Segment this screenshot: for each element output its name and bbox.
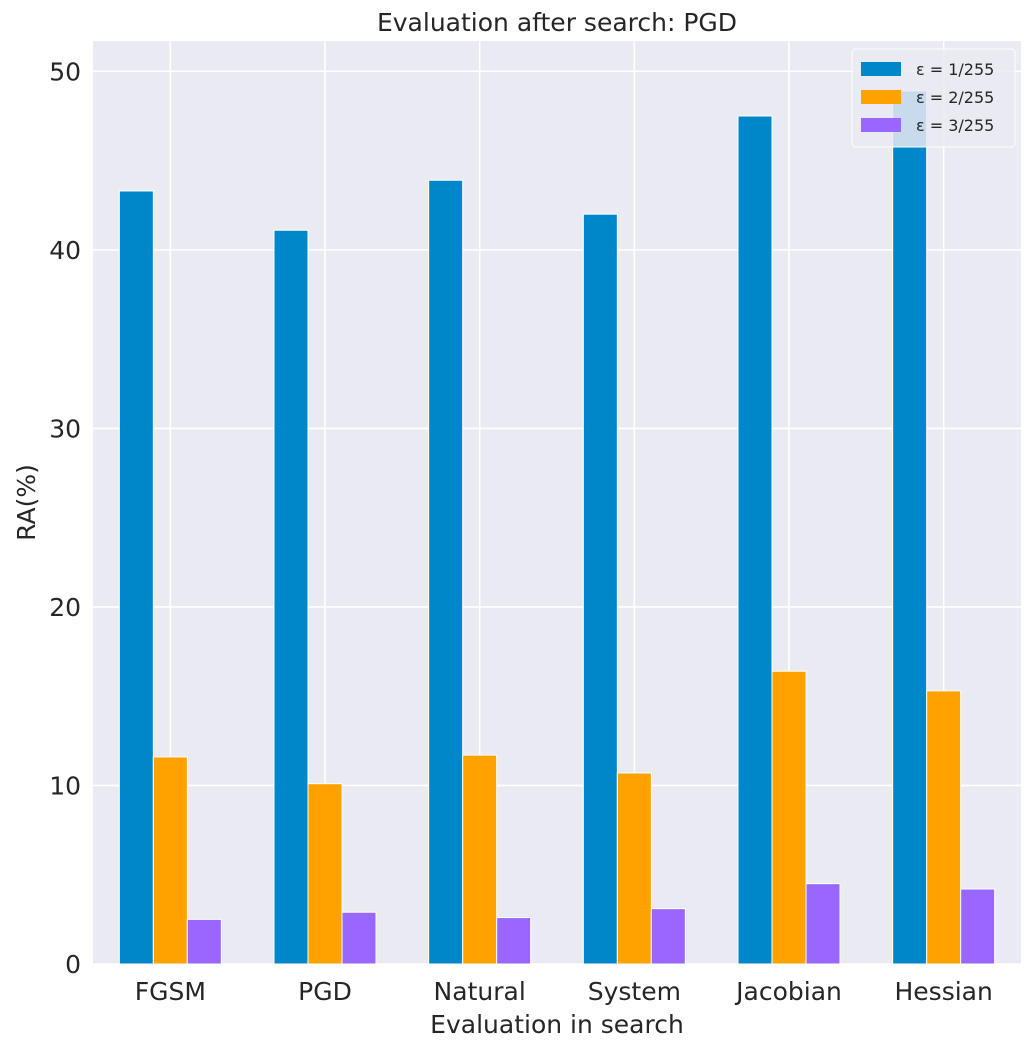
plot-area xyxy=(93,41,1021,964)
bar-system-series-3 xyxy=(650,908,686,965)
x-axis-ticks: FGSM PGD Natural System Jacobian Hessian xyxy=(135,977,993,1006)
y-tick-label: 20 xyxy=(49,593,81,622)
bar-pgd-series-3 xyxy=(341,911,377,965)
legend-swatch xyxy=(861,90,901,104)
bars xyxy=(118,90,996,965)
y-axis-ticks: 0 10 20 30 40 50 xyxy=(49,57,81,979)
bar-hessian-series-2 xyxy=(926,690,962,965)
bar-jacobian-series-2 xyxy=(771,670,807,965)
y-axis-label: RA(%) xyxy=(12,464,41,541)
legend-label: ε = 2/255 xyxy=(916,88,994,107)
bar-natural-series-3 xyxy=(496,917,532,965)
bar-system-series-2 xyxy=(616,772,652,965)
bar-pgd-series-2 xyxy=(307,783,343,965)
x-tick-label: PGD xyxy=(298,977,352,1006)
legend-label: ε = 3/255 xyxy=(916,116,994,135)
x-tick-label: Jacobian xyxy=(734,977,842,1006)
x-tick-label: Natural xyxy=(434,977,526,1006)
bar-fgsm-series-3 xyxy=(186,918,222,965)
x-tick-label: FGSM xyxy=(135,977,206,1006)
legend-swatch xyxy=(861,118,901,132)
legend-swatch xyxy=(861,62,901,76)
y-tick-label: 50 xyxy=(49,57,81,86)
bar-jacobian-series-1 xyxy=(737,115,773,965)
y-tick-label: 30 xyxy=(49,414,81,443)
y-tick-label: 0 xyxy=(65,950,81,979)
chart-title: Evaluation after search: PGD xyxy=(377,8,737,37)
bar-hessian-series-1 xyxy=(892,90,928,965)
bar-fgsm-series-2 xyxy=(152,756,188,965)
bar-fgsm-series-1 xyxy=(118,190,154,965)
bar-jacobian-series-3 xyxy=(805,883,841,965)
legend: ε = 1/255 ε = 2/255 ε = 3/255 xyxy=(851,48,1016,148)
bar-natural-series-1 xyxy=(428,179,464,965)
bar-natural-series-2 xyxy=(462,754,498,965)
x-tick-label: System xyxy=(588,977,681,1006)
bar-system-series-1 xyxy=(582,213,618,965)
x-tick-label: Hessian xyxy=(894,977,992,1006)
legend-label: ε = 1/255 xyxy=(916,60,994,79)
y-tick-label: 10 xyxy=(49,771,81,800)
bar-pgd-series-1 xyxy=(273,229,309,965)
x-axis-label: Evaluation in search xyxy=(430,1010,684,1039)
y-tick-label: 40 xyxy=(49,236,81,265)
bar-hessian-series-3 xyxy=(960,888,996,965)
